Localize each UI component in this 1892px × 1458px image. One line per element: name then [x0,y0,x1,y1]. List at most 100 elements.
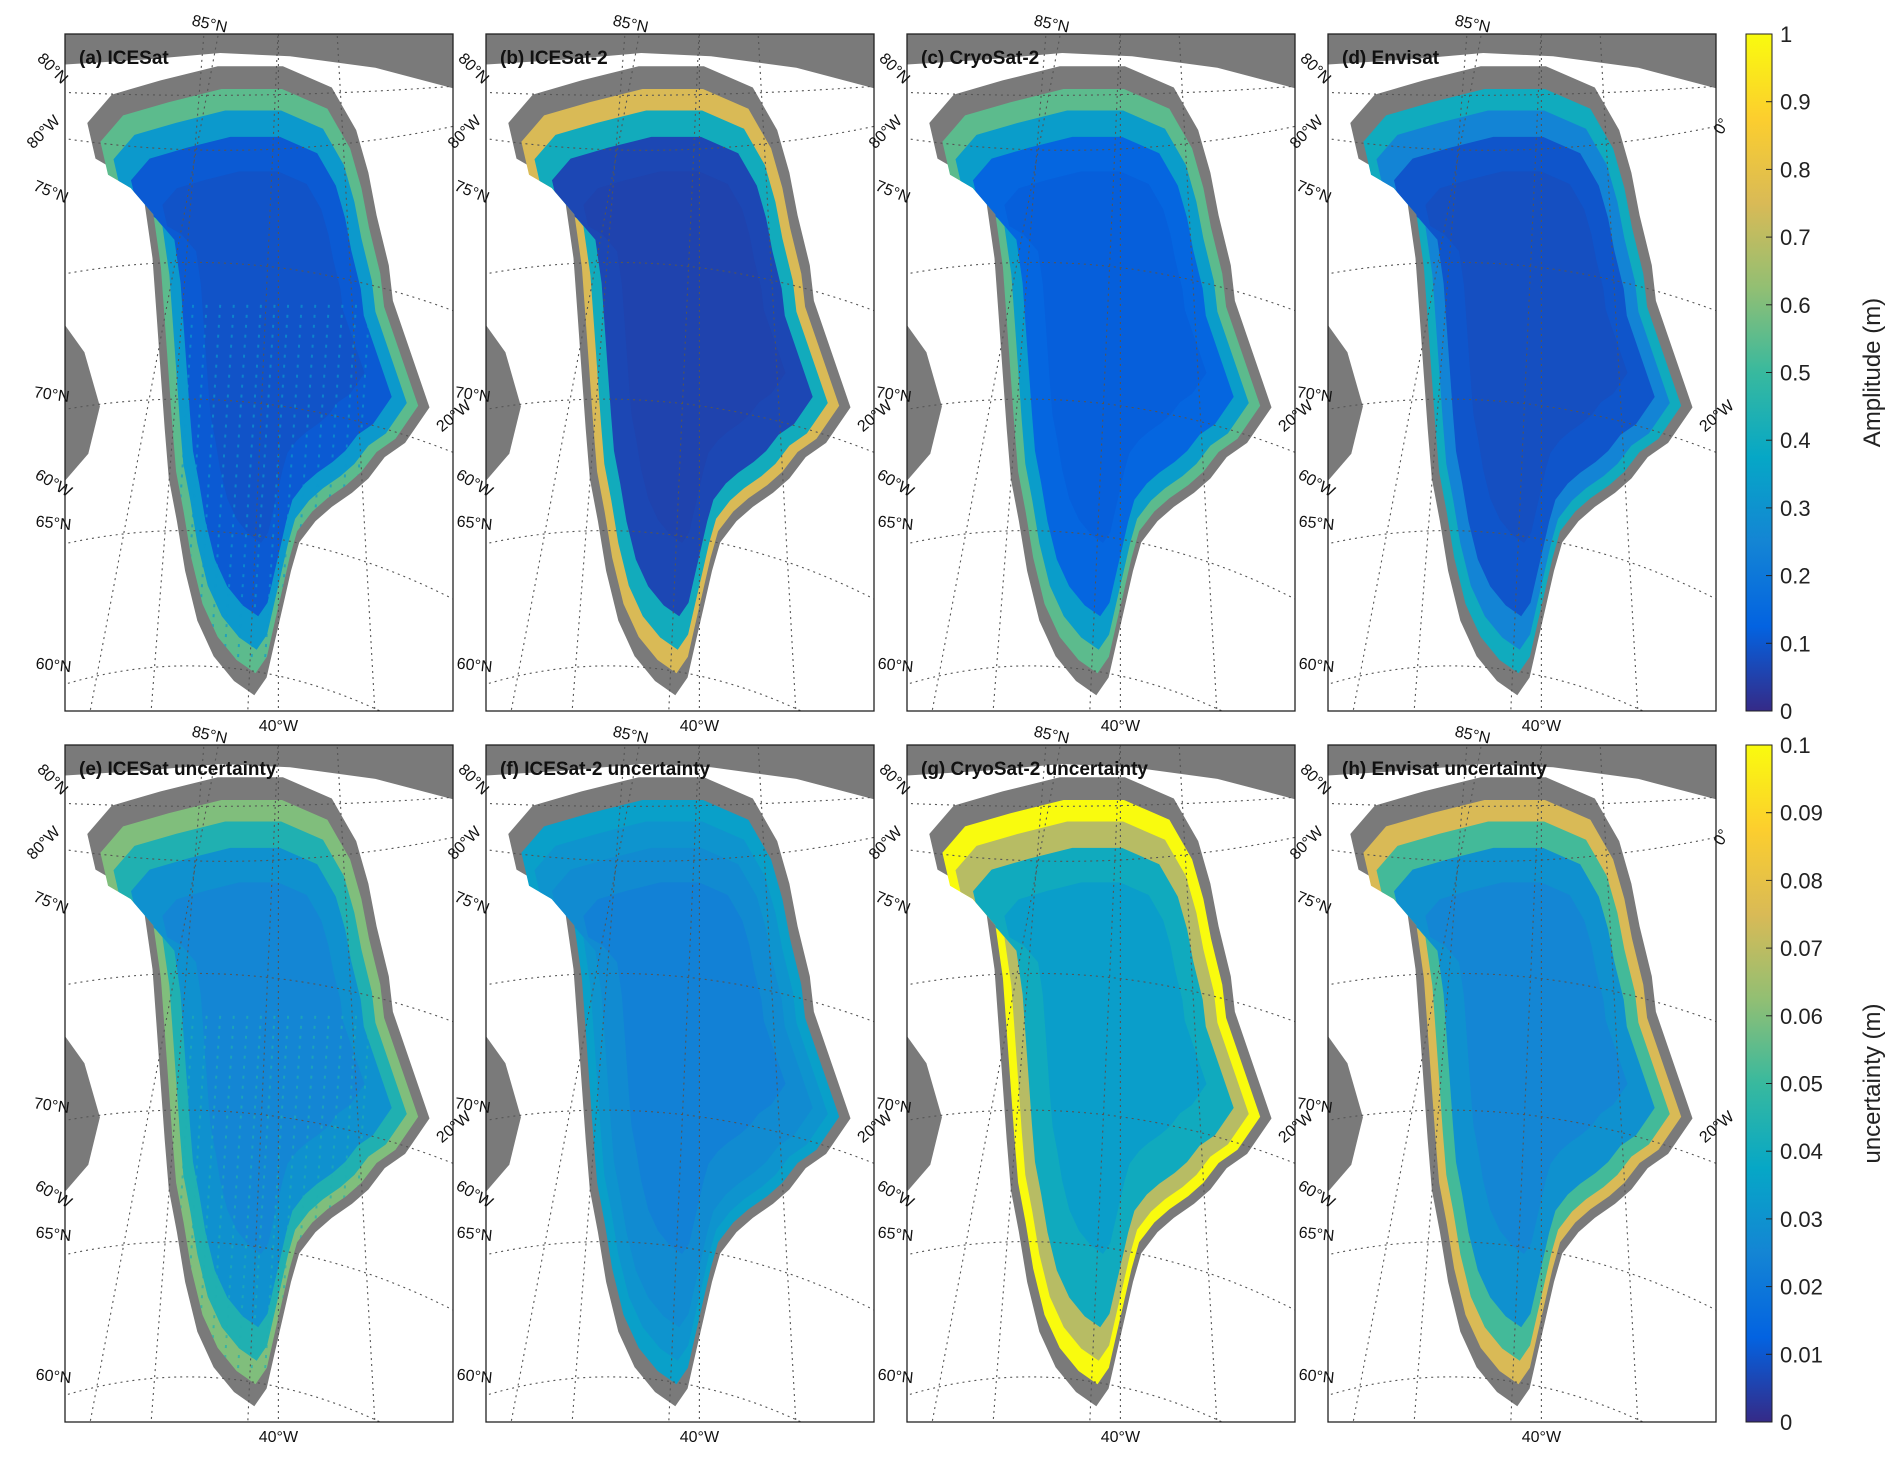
land-baffin [486,325,521,481]
land-baffin [1328,325,1363,481]
panel-frame [485,744,875,1423]
lat-label-70n: 70°N [33,1095,71,1117]
colorbar-ramp [1745,33,1773,712]
land-baffin [907,1036,942,1192]
colorbar-tick-label: 0.04 [1780,1139,1823,1164]
map-panel-f: 85°N80°N75°N70°N65°N60°N80°W60°W40°W20°W… [445,724,896,1446]
colorbar-tick-label: 0.02 [1780,1275,1823,1300]
lat-label-60n: 60°N [456,656,493,677]
lat-label-85n: 85°N [611,13,650,37]
graticule [1328,34,1716,711]
colorbar-tick-label: 0.9 [1780,90,1811,115]
land-north [486,745,874,800]
land-baffin [907,325,942,481]
panel-frame [906,33,1296,712]
graticule [1328,745,1716,1422]
map-panel-a: 85°N80°N75°N70°N65°N60°N80°W60°W40°W20°W… [24,13,475,735]
land-north [907,745,1295,800]
colorbar-tick-label: 0.07 [1780,936,1823,961]
panel-frame [485,33,875,712]
panel-title: (c) CryoSat-2 [921,48,1039,69]
map-panel-c: 85°N80°N75°N70°N65°N60°N80°W60°W40°W20°W… [866,13,1317,735]
colorbar-tick-label: 0.06 [1780,1004,1823,1029]
map-panel-g: 85°N80°N75°N70°N65°N60°N80°W60°W40°W20°W… [866,724,1317,1446]
colorbar-tick-label: 0 [1780,699,1792,724]
lat-label-70n: 70°N [454,384,492,406]
lat-label-60n: 60°N [877,1367,914,1388]
lat-label-60n: 60°N [1298,1367,1335,1388]
lat-label-65n: 65°N [35,513,72,534]
map-panel-d: 85°N80°N75°N70°N65°N60°N80°W60°W40°W20°W… [1287,13,1738,735]
lat-label-65n: 65°N [877,513,914,534]
lat-label-70n: 70°N [1296,384,1334,406]
lon-label-0: 0° [1711,827,1733,849]
land-north [1328,34,1716,89]
land-north [65,34,453,89]
colorbar-label: uncertainty (m) [1859,1003,1886,1163]
lat-label-65n: 65°N [35,1224,72,1245]
colorbar-uncertainty: 0 0.01 0.02 0.03 0.04 0.05 0.06 0.07 0.08 0.09 0.1… [1745,733,1886,1435]
map-panels: 85°N80°N75°N70°N65°N60°N80°W60°W40°W20°W… [24,13,1738,1446]
colorbar-tick-label: 0.7 [1780,225,1811,250]
lon-label-40w: 40°W [680,1429,720,1446]
land-north [486,34,874,89]
map-panel-b: 85°N80°N75°N70°N65°N60°N80°W60°W40°W20°W… [445,13,896,735]
lat-label-85n: 85°N [190,724,229,748]
colorbar-tick-label: 0.2 [1780,564,1811,589]
lat-label-65n: 65°N [1298,1224,1335,1245]
panel-frame [1327,744,1717,1423]
lat-label-70n: 70°N [875,1095,913,1117]
lat-label-60n: 60°N [456,1367,493,1388]
lon-label-40w: 40°W [259,1429,299,1446]
lon-label-0: 0° [1711,116,1733,138]
colorbar-tick-label: 0 [1780,1410,1792,1435]
panel-frame [64,744,454,1423]
land-baffin [486,1036,521,1192]
lat-label-70n: 70°N [1296,1095,1334,1117]
lat-label-70n: 70°N [875,384,913,406]
lat-label-65n: 65°N [456,1224,493,1245]
lat-label-65n: 65°N [877,1224,914,1245]
colorbar-tick-label: 0.09 [1780,801,1823,826]
land-north [65,745,453,800]
colorbar-amplitude: 0 0.1 0.2 0.3 0.4 0.5 0.6 0.7 0.8 0.9 1 Amplitude (… [1745,22,1886,724]
lat-label-65n: 65°N [456,513,493,534]
colorbar-tick-label: 0.1 [1780,733,1811,758]
colorbar-label: Amplitude (m) [1859,298,1886,447]
panel-title: (b) ICESat-2 [500,48,608,69]
land-baffin [1328,1036,1363,1192]
graticule [65,745,453,1422]
lat-label-60n: 60°N [877,656,914,677]
panel-title: (d) Envisat [1342,48,1440,69]
panel-frame [1327,33,1717,712]
lat-label-65n: 65°N [1298,513,1335,534]
panel-title: (g) CryoSat-2 uncertainty [921,759,1148,780]
colorbar-tick-label: 0.08 [1780,868,1823,893]
panel-title: (f) ICESat-2 uncertainty [500,759,711,780]
panel-title: (a) ICESat [79,48,169,69]
lat-label-60n: 60°N [35,1367,72,1388]
land-baffin [65,1036,100,1192]
lat-label-85n: 85°N [190,13,229,37]
panel-title: (e) ICESat uncertainty [79,759,277,780]
map-panel-h: 85°N80°N75°N70°N65°N60°N80°W60°W40°W20°W… [1287,724,1738,1446]
colorbar-tick-label: 0.8 [1780,157,1811,182]
colorbar-tick-label: 0.4 [1780,428,1811,453]
graticule [65,34,453,711]
graticule [907,745,1295,1422]
lat-label-85n: 85°N [1453,724,1492,748]
lat-label-85n: 85°N [611,724,650,748]
lat-label-85n: 85°N [1032,13,1071,37]
panel-frame [64,33,454,712]
lon-label-80w: 80°W [24,823,64,863]
colorbar-tick-label: 0.03 [1780,1207,1823,1232]
graticule [486,34,874,711]
lon-label-40w: 40°W [1522,1429,1562,1446]
panel-frame [906,744,1296,1423]
colorbar-tick-label: 1 [1780,22,1792,47]
lon-label-40w: 40°W [259,718,299,735]
land-north [1328,745,1716,800]
colorbars: 0 0.1 0.2 0.3 0.4 0.5 0.6 0.7 0.8 0.9 1 Amplitude (… [1745,22,1886,1435]
lat-label-60n: 60°N [35,656,72,677]
